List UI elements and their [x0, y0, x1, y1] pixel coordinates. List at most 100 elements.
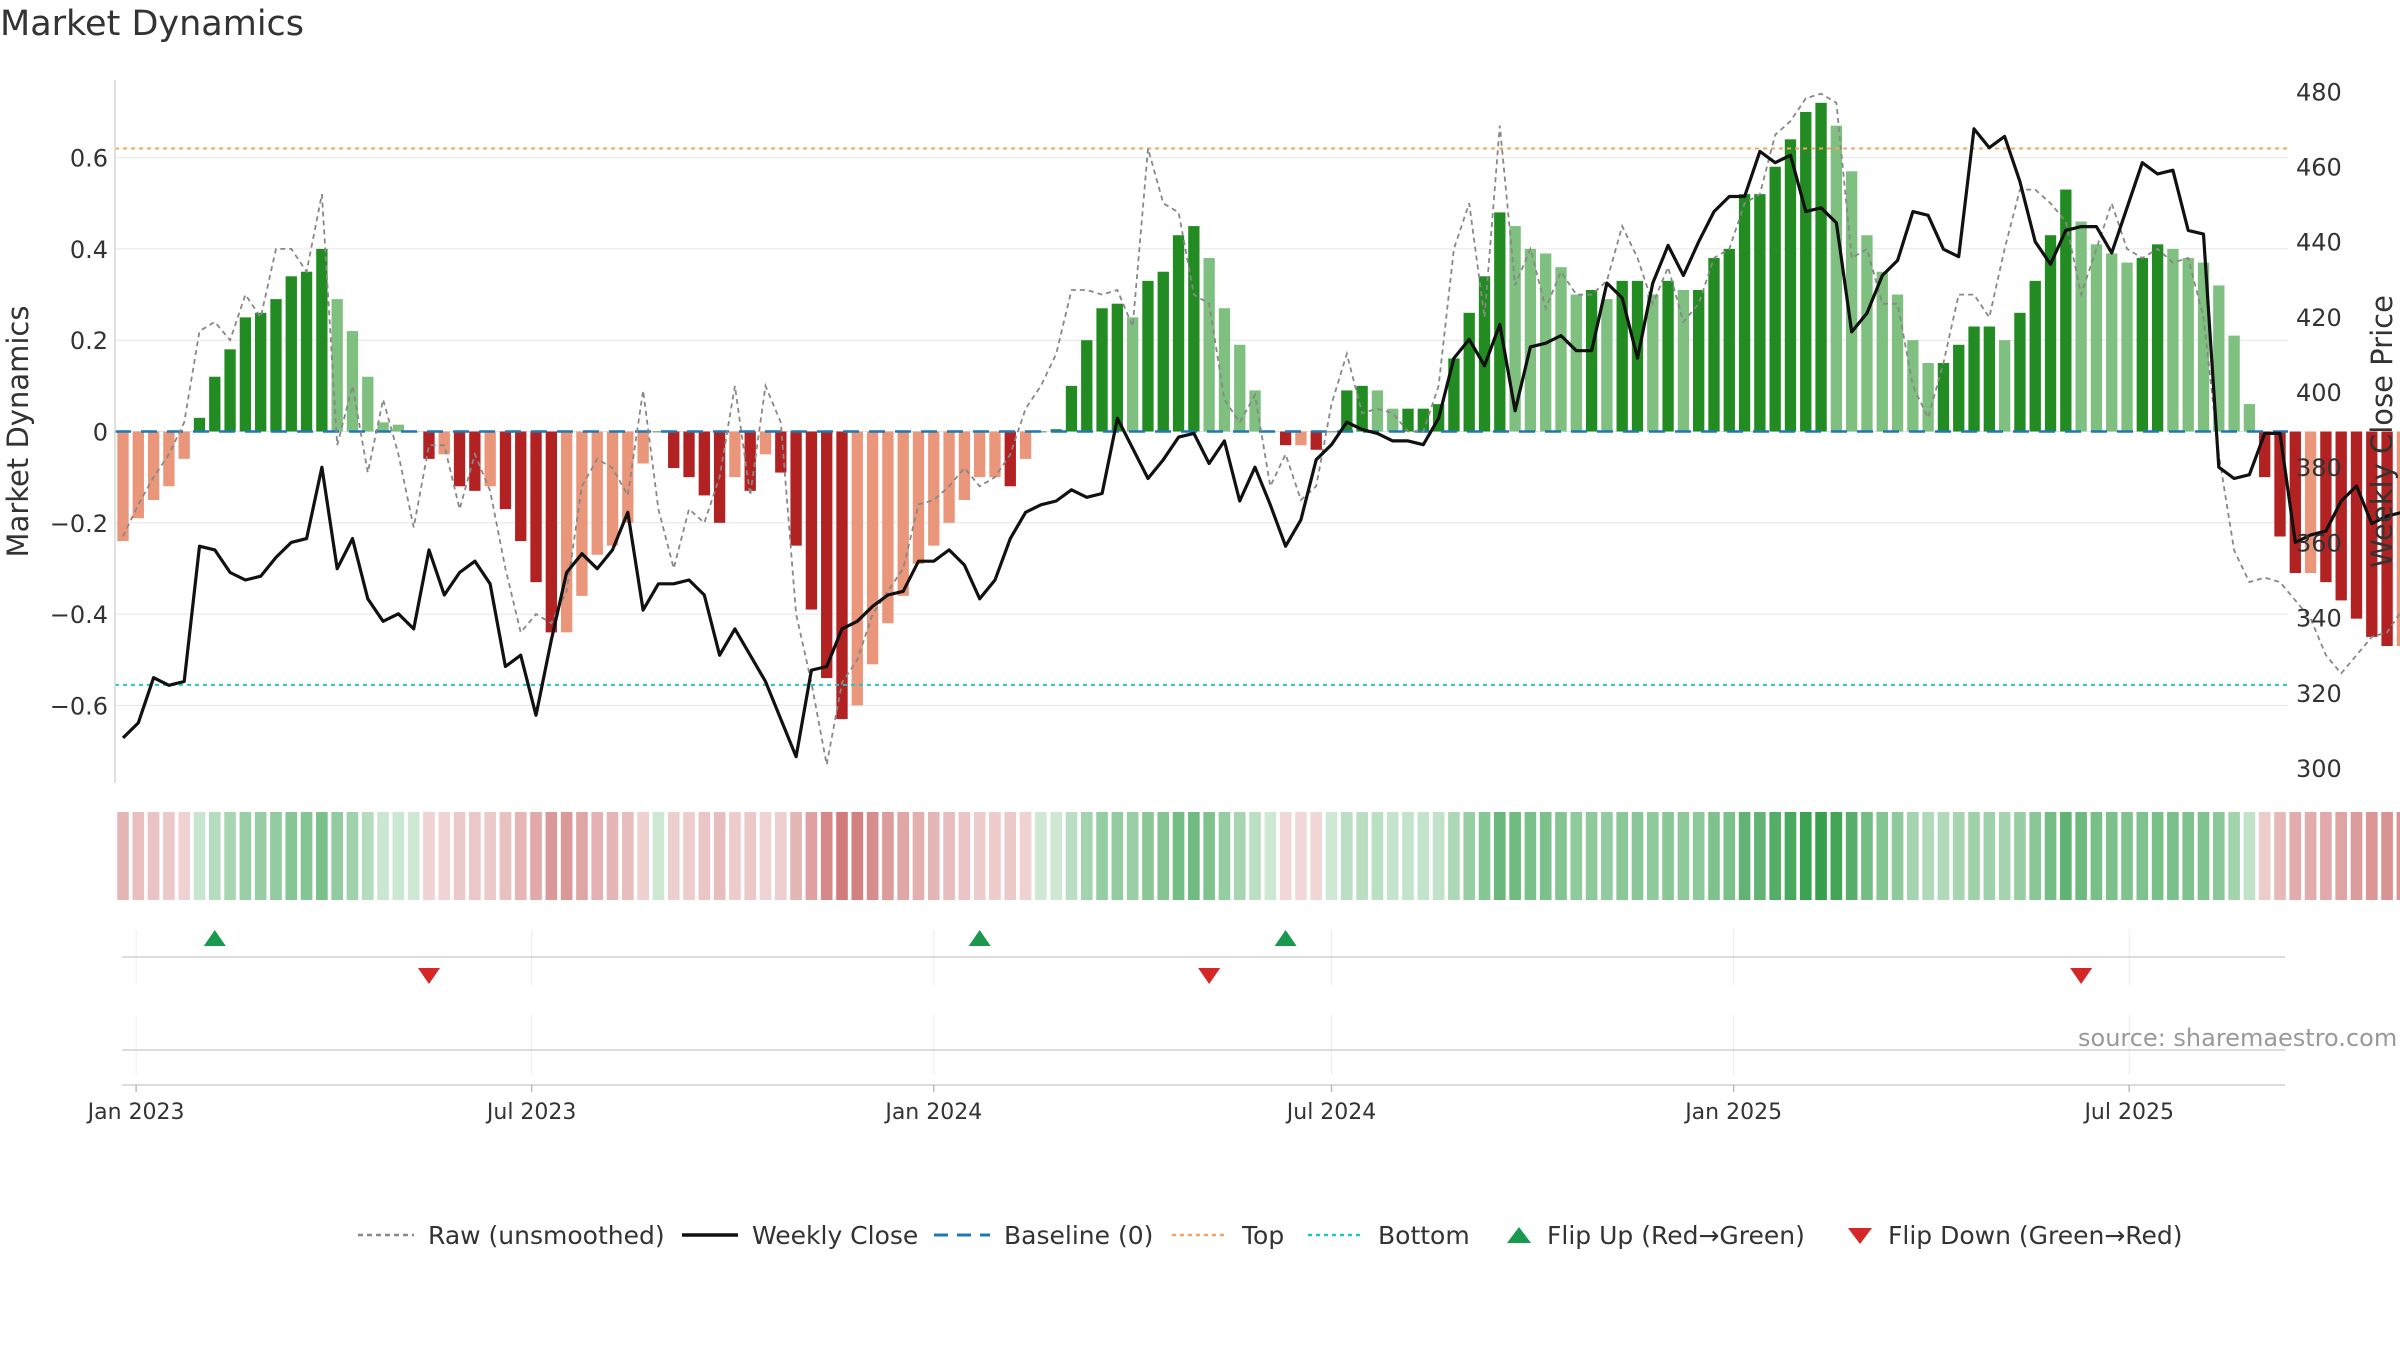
strip-cell — [285, 812, 298, 900]
md-bar — [1998, 340, 2011, 432]
strip-cell — [667, 812, 680, 900]
strip-cell — [576, 812, 588, 900]
strip-cell — [1218, 812, 1231, 900]
strip-cell — [178, 812, 191, 900]
md-bar — [224, 349, 236, 432]
strip-cell — [1386, 812, 1399, 900]
strip-cell — [1830, 812, 1843, 900]
strip-cell — [2105, 812, 2118, 900]
md-bar — [1417, 408, 1429, 432]
x-tick-label: Jan 2024 — [883, 1100, 982, 1125]
md-bar — [1570, 294, 1582, 432]
strip-cell — [163, 812, 175, 900]
strip-cell — [2243, 812, 2256, 900]
strip-cell — [423, 812, 435, 900]
strip-cell — [820, 812, 833, 900]
md-bar — [1815, 102, 1827, 432]
strip-cell — [1891, 812, 1904, 900]
md-bar — [1478, 276, 1491, 432]
heat-strip — [117, 812, 2400, 900]
strip-cell — [361, 812, 374, 900]
md-bar — [1188, 226, 1200, 432]
strip-cell — [270, 812, 282, 900]
md-bar — [958, 431, 971, 500]
md-bar — [1677, 289, 1690, 432]
strip-cell — [514, 812, 527, 900]
md-bar — [423, 431, 435, 459]
md-bar — [1784, 139, 1797, 432]
strip-cell — [1035, 812, 1047, 900]
md-bar — [1126, 317, 1139, 432]
strip-cell — [300, 812, 313, 900]
strip-cell — [2335, 812, 2348, 900]
legend-flip-down: Flip Down (Green→Red) — [1846, 1215, 2183, 1255]
md-bar — [1738, 194, 1751, 432]
strip-cell — [912, 812, 925, 900]
md-bar — [1065, 385, 1078, 432]
md-bar — [2182, 258, 2194, 432]
strip-cell — [652, 812, 665, 900]
x-tick-label: Jul 2024 — [1285, 1100, 1377, 1125]
y2-tick-label: 480 — [2296, 78, 2342, 106]
x-tick-label: Jul 2023 — [485, 1100, 577, 1125]
strip-cell — [591, 812, 604, 900]
md-bar — [2197, 262, 2210, 432]
y-tick-label: −0.2 — [50, 510, 108, 538]
md-bar — [2320, 431, 2332, 583]
strip-cell — [545, 812, 558, 900]
md-bar — [2090, 244, 2103, 432]
x-tick-label: Jan 2023 — [86, 1100, 185, 1125]
strip-cell — [2289, 812, 2302, 900]
md-bar — [2106, 253, 2118, 432]
strip-cell — [377, 812, 389, 900]
legend-top: Top — [1172, 1215, 1284, 1255]
md-bar — [1341, 390, 1353, 432]
md-bar — [469, 431, 481, 491]
md-bar — [1356, 385, 1368, 432]
legend: Raw (unsmoothed) Weekly Close Baseline (… — [0, 1215, 2400, 1255]
md-bar — [2366, 431, 2378, 637]
flip-down-marker — [1198, 968, 1221, 984]
md-bar — [1876, 271, 1888, 432]
strip-cell — [1952, 812, 1965, 900]
md-bar — [1310, 431, 1322, 450]
md-bar — [821, 431, 833, 679]
y2-tick-label: 340 — [2296, 605, 2342, 633]
strip-cell — [1310, 812, 1323, 900]
strip-cell — [346, 812, 359, 900]
strip-cell — [2167, 812, 2179, 900]
strip-cell — [224, 812, 236, 900]
md-bar — [2381, 431, 2393, 647]
flip-down-marker — [2070, 968, 2093, 984]
strip-cell — [2029, 812, 2042, 900]
strip-cell — [2350, 812, 2363, 900]
weekly-close-line — [121, 127, 2400, 759]
md-bar — [2151, 244, 2164, 432]
md-bar — [1601, 299, 1613, 432]
md-bar — [2075, 221, 2087, 432]
md-bar — [2228, 335, 2240, 432]
md-bar — [1968, 326, 1980, 432]
strip-cell — [254, 812, 267, 900]
chart-title: Market Dynamics — [0, 4, 305, 44]
md-bar — [1983, 326, 1996, 432]
strip-cell — [2044, 812, 2057, 900]
md-bar — [1861, 235, 1873, 432]
strip-cell — [2014, 812, 2026, 900]
md-bar — [2304, 431, 2317, 574]
strip-cell — [1815, 812, 1827, 900]
strip-cell — [484, 812, 496, 900]
md-bar — [790, 431, 802, 546]
md-bar — [1891, 294, 1904, 432]
strip-cell — [2212, 812, 2225, 900]
md-bar — [392, 424, 405, 432]
y2-tick-label: 460 — [2296, 153, 2342, 181]
y2-tick-label: 320 — [2296, 680, 2342, 708]
strip-cell — [1295, 812, 1307, 900]
strip-cell — [1876, 812, 1889, 900]
strip-cell — [1264, 812, 1277, 900]
md-bar — [438, 431, 450, 455]
strip-cell — [1417, 812, 1430, 900]
strip-cell — [132, 812, 145, 900]
strip-cell — [622, 812, 634, 900]
